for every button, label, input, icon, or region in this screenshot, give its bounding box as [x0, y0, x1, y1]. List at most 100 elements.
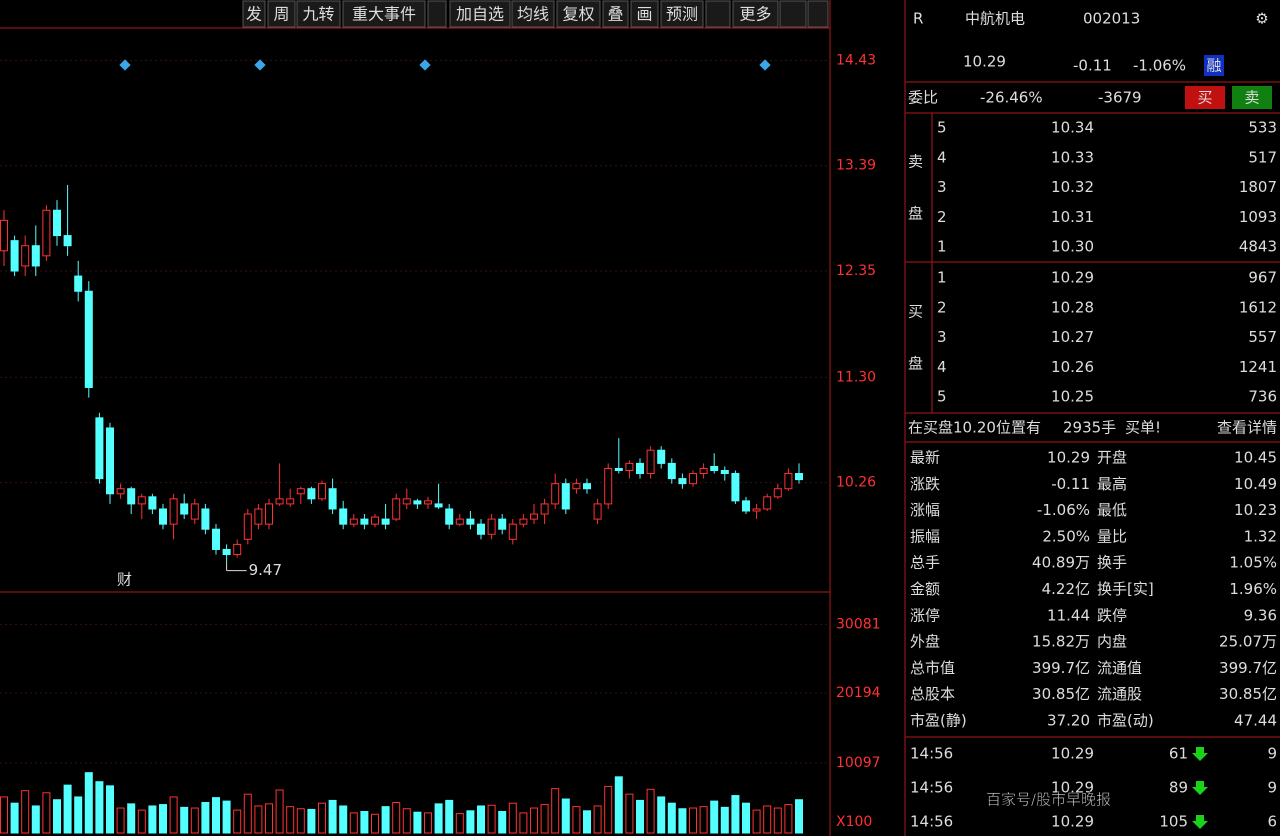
stat-value: 37.20 [1047, 712, 1090, 730]
candle-body [392, 498, 401, 520]
level: 5 [937, 119, 947, 137]
stat-label: 振幅 [910, 527, 940, 545]
candle-body [106, 427, 114, 495]
volume-bar [763, 805, 772, 834]
toolbar-button[interactable] [511, 0, 555, 28]
candle-body [42, 209, 51, 257]
candle-body [742, 500, 750, 512]
trade-price: 10.29 [1051, 813, 1094, 831]
candle-body [74, 275, 83, 292]
stat-label: 换手 [1097, 554, 1127, 572]
stat-value: 2.50% [1042, 527, 1090, 545]
toolbar-button[interactable] [732, 0, 779, 28]
toolbar-icon[interactable] [779, 0, 807, 28]
level-price: 10.29 [1051, 269, 1094, 287]
toolbar-button[interactable] [449, 0, 511, 28]
stat-label: 最高 [1097, 475, 1127, 493]
stat-value: 30.85亿 [1219, 685, 1277, 703]
stat-label: 涨幅 [910, 501, 940, 519]
weibi-label: 委比 [908, 89, 938, 107]
toolbar-icon[interactable] [807, 0, 829, 28]
y-tick-label: 13.39 [836, 158, 876, 174]
level-volume: 4843 [1239, 238, 1277, 256]
level: 3 [937, 328, 947, 346]
volume-bar [540, 804, 549, 834]
candle-body [487, 518, 496, 535]
trade-arrow [1192, 815, 1208, 829]
toolbar-icon[interactable] [705, 0, 731, 28]
level: 2 [937, 208, 947, 226]
sell-side-label: 卖 [908, 153, 923, 171]
volume-bar [137, 809, 146, 834]
stat-value: 1.32 [1244, 527, 1277, 545]
trade-count: 9 [1267, 779, 1277, 797]
trade-price: 10.29 [1051, 779, 1094, 797]
toolbar-button[interactable] [602, 0, 629, 28]
toolbar-button[interactable] [242, 0, 266, 28]
level-volume: 1241 [1239, 358, 1277, 376]
candle-body [752, 508, 761, 512]
candle-body [265, 503, 273, 525]
toolbar-icon[interactable] [427, 0, 447, 28]
candle-body [763, 496, 772, 510]
stat-value: 15.82万 [1032, 633, 1090, 651]
y-tick-label: 14.43 [836, 52, 876, 68]
candle-body [466, 518, 475, 525]
toolbar-button[interactable] [630, 0, 659, 28]
stat-value: -0.11 [1051, 475, 1090, 493]
volume-bar [127, 803, 136, 834]
level-price: 10.32 [1051, 178, 1094, 196]
toolbar-button[interactable] [342, 0, 426, 28]
stat-value: 25.07万 [1219, 633, 1277, 651]
toolbar-button[interactable] [556, 0, 601, 28]
candle-body [434, 503, 443, 508]
volume-bar [561, 798, 570, 834]
notice-link[interactable]: 查看详情 [1217, 419, 1277, 437]
stat-value: 399.7亿 [1032, 659, 1090, 677]
volume-bar [180, 806, 189, 834]
y-tick-label: 12.35 [836, 263, 876, 279]
volume-bar [0, 796, 8, 834]
buy-button[interactable] [1185, 86, 1225, 109]
candle-body [318, 483, 326, 500]
volume-bar [402, 808, 411, 834]
notice-amount: 2935手 [1063, 419, 1116, 437]
sell-button[interactable] [1232, 86, 1272, 109]
trade-count: 6 [1267, 813, 1277, 831]
volume-bar [328, 799, 337, 834]
volume-bar [190, 807, 199, 834]
volume-bar [551, 788, 560, 834]
level-price: 10.30 [1051, 238, 1094, 256]
volume-bar [699, 806, 708, 834]
candle-body [201, 508, 210, 530]
candle-body [169, 498, 178, 525]
toolbar-label: 均线 [517, 5, 549, 24]
stat-label: 总市值 [910, 659, 955, 677]
candle-body [95, 417, 104, 480]
volume-bar [360, 811, 369, 834]
stat-value: 10.45 [1234, 449, 1277, 467]
volume-bar [667, 802, 676, 834]
trade-volume: 89 [1169, 779, 1188, 797]
trade-time: 14:56 [910, 779, 953, 797]
toolbar-button[interactable] [296, 0, 341, 28]
toolbar-label: 预测 [666, 5, 698, 24]
volume-bar [21, 790, 30, 834]
level: 2 [937, 298, 947, 316]
candle-body [678, 478, 687, 485]
stat-value: 30.85亿 [1032, 685, 1090, 703]
level: 1 [937, 269, 947, 287]
volume-bar [296, 808, 305, 834]
candle-body [307, 488, 316, 500]
toolbar-button[interactable] [267, 0, 296, 28]
volume-bar [243, 793, 252, 834]
settings-icon[interactable]: ⚙ [1255, 10, 1268, 28]
volume-bar [116, 807, 125, 834]
candle-body [667, 462, 676, 480]
weibi-diff: -3679 [1098, 89, 1142, 107]
toolbar-button[interactable] [660, 0, 704, 28]
stat-value: 10.49 [1234, 475, 1277, 493]
volume-bar [212, 797, 220, 834]
